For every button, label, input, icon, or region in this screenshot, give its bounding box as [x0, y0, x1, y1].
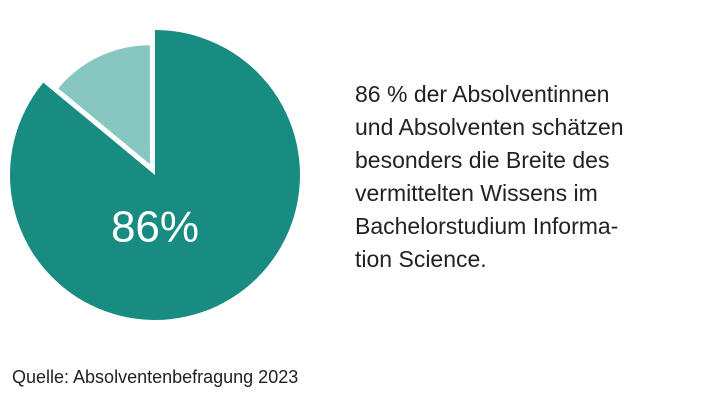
description-line: 86 % der Absolventinnen	[355, 81, 609, 107]
value-label: 86%	[111, 203, 199, 252]
pie-slice	[9, 30, 301, 321]
description-line: vermittelten Wissens im	[355, 180, 598, 206]
description-line: besonders die Breite des	[355, 147, 609, 173]
pie-slice	[58, 45, 150, 165]
description-line: tion Science.	[355, 246, 487, 272]
description-line: Bachelorstudium Informa-	[355, 213, 618, 239]
description-line: und Absolventen schätzen	[355, 114, 624, 140]
source: Quelle: Absolventenbefragung 2023	[12, 367, 298, 387]
